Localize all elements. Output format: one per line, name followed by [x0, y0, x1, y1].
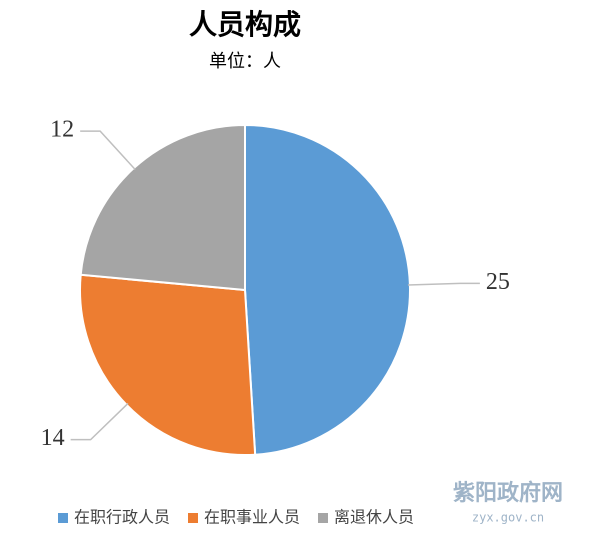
watermark-name: 紫阳政府网	[453, 480, 563, 506]
watermark-url: zyx.gov.cn	[472, 511, 544, 525]
data-label: 14	[41, 425, 65, 451]
legend-label: 在职事业人员	[204, 508, 300, 527]
chart-title: 人员构成	[189, 8, 301, 41]
data-label: 25	[486, 269, 510, 295]
leader-line	[407, 282, 480, 286]
legend-swatch	[58, 513, 68, 523]
pie-slice	[79, 273, 257, 456]
chart-subtitle: 单位：人	[209, 51, 281, 72]
leader-line	[70, 402, 129, 441]
legend-label: 离退休人员	[334, 508, 414, 527]
legend-label: 在职行政人员	[74, 508, 170, 527]
leader-line	[80, 130, 136, 171]
legend-swatch	[188, 513, 198, 523]
legend-swatch	[318, 513, 328, 523]
pie-slice	[244, 123, 411, 456]
pie-slice	[79, 123, 246, 292]
data-label: 12	[50, 117, 74, 143]
